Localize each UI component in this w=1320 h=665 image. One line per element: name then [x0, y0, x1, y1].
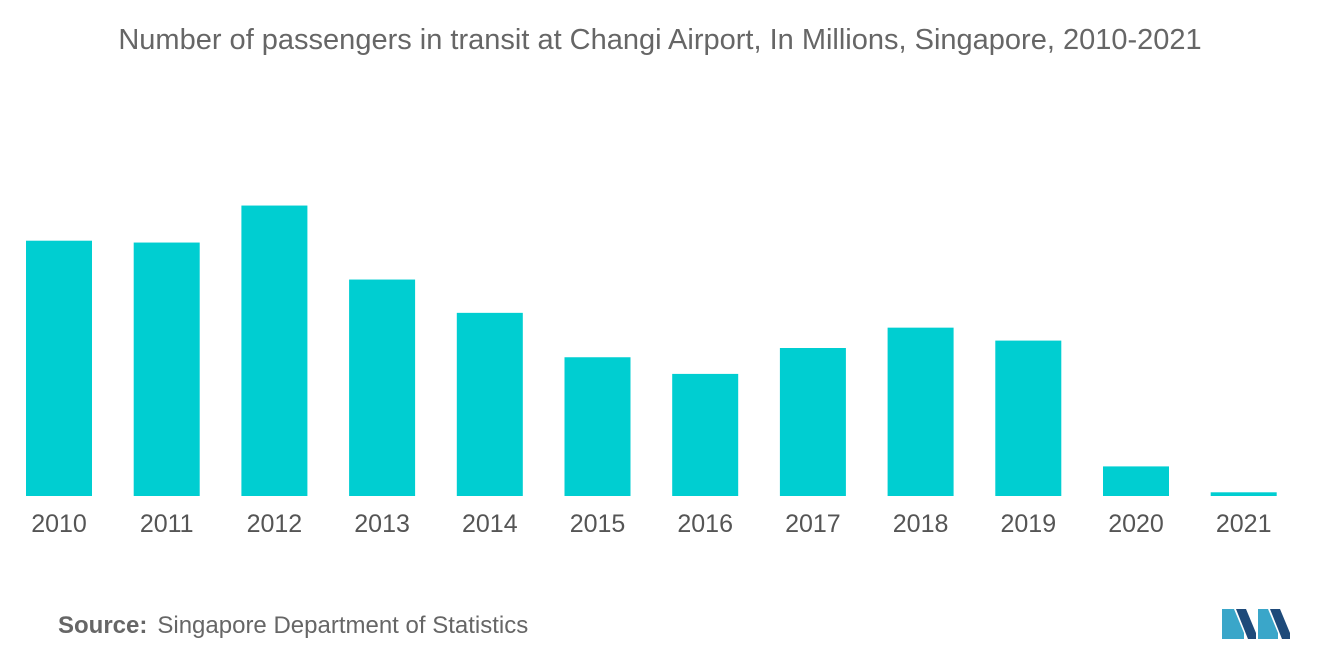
bar-2010	[26, 240, 92, 496]
bar-2016	[672, 373, 739, 496]
x-tick-label-2014: 2014	[462, 510, 518, 538]
bar-2011	[133, 242, 200, 496]
x-tick-label-2011: 2011	[140, 510, 194, 538]
bar-2018	[887, 327, 954, 496]
x-tick-label-2020: 2020	[1108, 510, 1164, 538]
x-tick-label-2017: 2017	[785, 510, 841, 538]
bar-2021	[1210, 492, 1277, 496]
x-tick-label-2021: 2021	[1216, 510, 1272, 538]
source-label: Source:	[58, 612, 148, 639]
x-tick-label-2013: 2013	[354, 510, 410, 538]
x-tick-label-2010: 2010	[31, 510, 87, 538]
x-tick-label-2016: 2016	[677, 510, 733, 538]
bar-2015	[564, 357, 631, 496]
x-tick-label-2018: 2018	[893, 510, 949, 538]
bar-2017	[779, 348, 846, 496]
source-text: Singapore Department of Statistics	[157, 612, 529, 639]
bar-2020	[1103, 466, 1169, 496]
bar-2014	[456, 312, 523, 496]
x-tick-label-2012: 2012	[247, 510, 303, 538]
brand-logo-icon	[1222, 609, 1290, 639]
source-note: Source: Singapore Department of Statistic…	[58, 612, 528, 640]
bar-2012	[241, 205, 308, 497]
chart-title: Number of passengers in transit at Chang…	[118, 24, 1202, 56]
x-tick-label-2019: 2019	[1000, 510, 1056, 538]
bar-chart: 2010 2011 2012 2013 2014 2015 2016 2017 2018 2019…	[26, 205, 1277, 538]
x-tick-label-2015: 2015	[570, 510, 626, 538]
bar-2019	[995, 340, 1062, 496]
bar-2013	[349, 279, 416, 496]
